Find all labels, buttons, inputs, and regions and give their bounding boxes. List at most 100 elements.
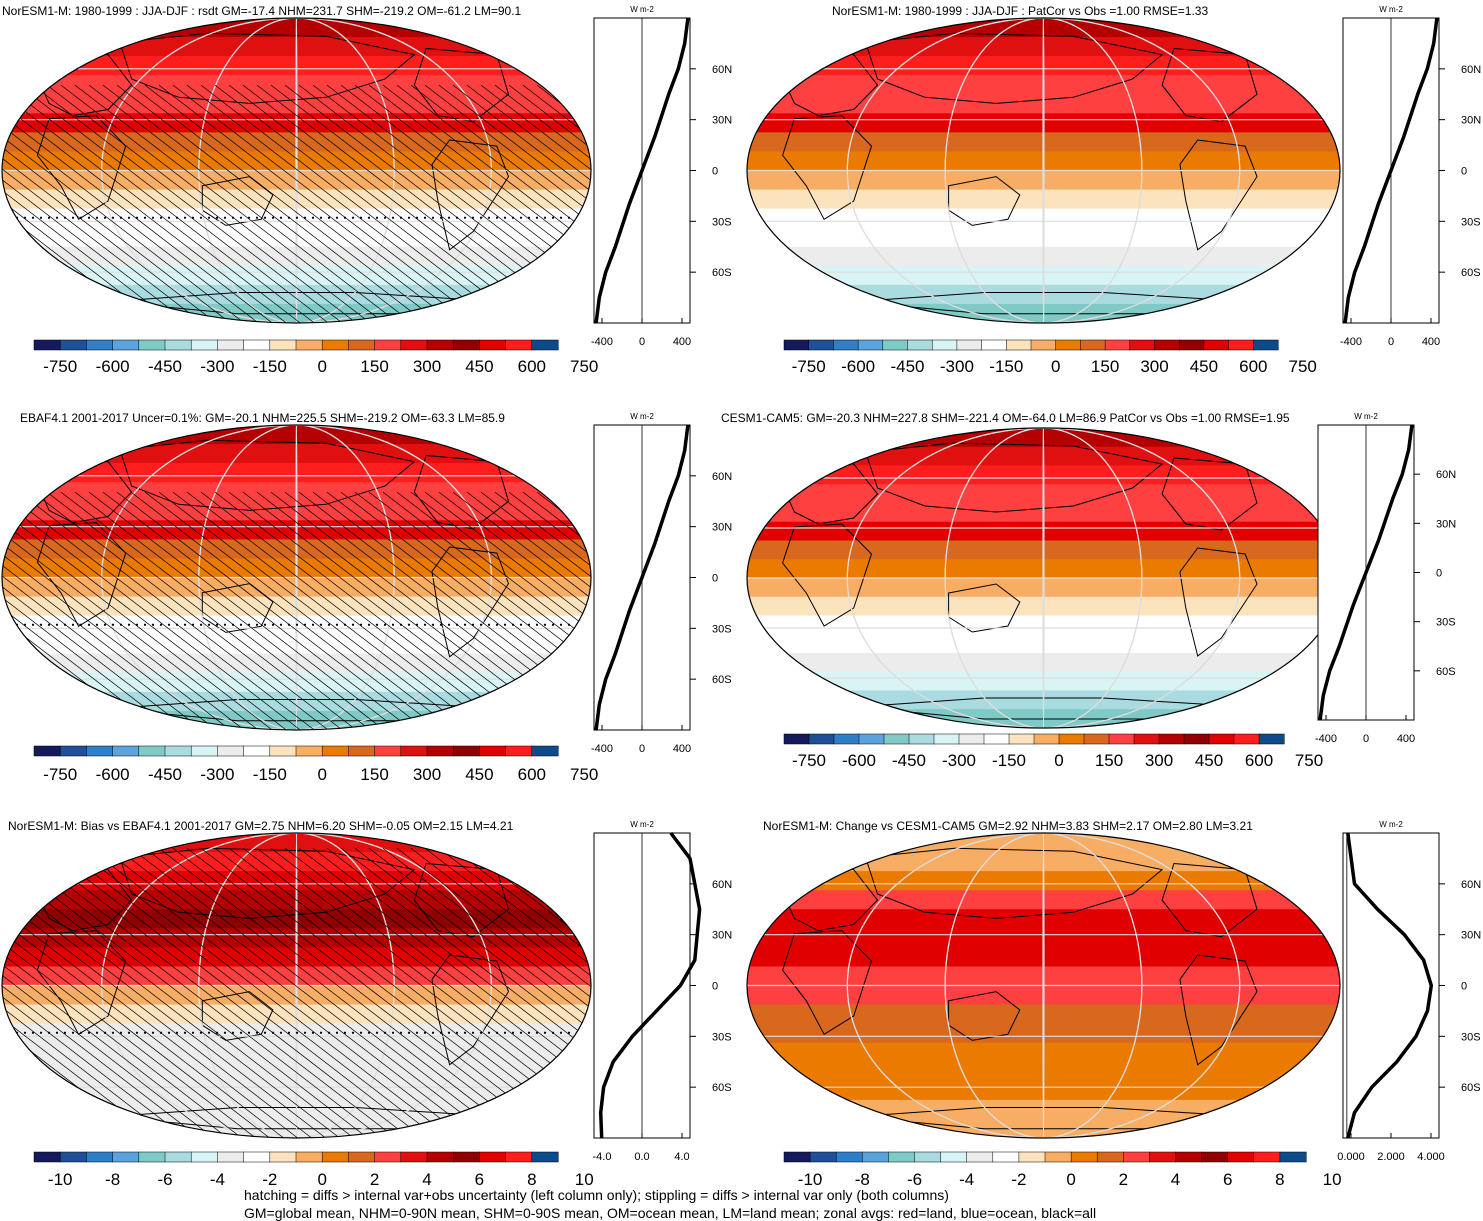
hatch-line	[74, 847, 452, 1138]
colorbar-tick-label: 150	[1091, 357, 1119, 376]
colorbar-swatch	[321, 745, 349, 757]
colorbar-swatch	[983, 733, 1010, 745]
colorbar-swatch	[33, 745, 61, 757]
colorbar-tick-label: -4	[959, 1170, 974, 1189]
meridian	[198, 833, 395, 1138]
colorbar-swatch	[940, 1151, 968, 1163]
colorbar-swatch	[1008, 733, 1035, 745]
colorbar-swatch	[217, 745, 245, 757]
hatch-line	[172, 847, 550, 1138]
stipple-dot	[503, 216, 507, 219]
stipple-dot	[319, 216, 323, 219]
colorbar-swatch	[1178, 339, 1205, 351]
colorbar-swatch	[243, 339, 271, 351]
stipple-dot	[263, 623, 267, 626]
coastline	[119, 847, 416, 919]
stipple-dot	[311, 623, 315, 626]
stipple-dot	[263, 216, 267, 219]
y-tick-label: 60N	[1461, 879, 1481, 891]
colorbar-swatch	[321, 1151, 349, 1163]
colorbar-swatch	[1083, 733, 1110, 745]
stipple-dot	[487, 216, 491, 219]
colorbar-swatch	[1158, 733, 1185, 745]
x-tick-label: 400	[1397, 733, 1415, 745]
stipple-dot	[479, 1031, 483, 1034]
hatch-line	[2, 847, 172, 1138]
stipple-dot	[399, 623, 403, 626]
stipple-dot	[255, 1031, 259, 1034]
hatch-line	[116, 491, 427, 730]
stipple-dot	[255, 216, 259, 219]
colorbar-swatch	[531, 745, 559, 757]
stipple-dot	[239, 623, 243, 626]
panel-norm-patcor: NorESM1-M: 1980-1999 : JJA-DJF : PatCor …	[746, 4, 1481, 376]
colorbar-swatch	[1203, 339, 1230, 351]
colorbar-swatch	[531, 1151, 559, 1163]
stipple-dot	[87, 216, 91, 219]
colorbar-tick-label: -450	[148, 765, 182, 784]
x-tick-label: -400	[591, 336, 613, 348]
hatch-line	[424, 847, 591, 1138]
map	[747, 833, 1340, 1138]
hatch-line	[466, 847, 591, 1138]
colorbar-tick-label: -750	[43, 765, 77, 784]
footer-line-1: hatching = diffs > internal var+obs unce…	[244, 1187, 949, 1203]
colorbar-swatch	[33, 1151, 61, 1163]
stipple-dot	[423, 623, 427, 626]
colorbar-swatch	[1033, 733, 1060, 745]
stipple-dot	[231, 1031, 235, 1034]
colorbar-swatch	[882, 339, 909, 351]
colorbar-swatch	[321, 339, 349, 351]
colorbar-swatch	[217, 339, 245, 351]
hatch-line	[214, 84, 525, 323]
colorbar-swatch	[1253, 339, 1279, 351]
stipple-dot	[343, 216, 347, 219]
colorbar-swatch	[479, 1151, 507, 1163]
hatch-line	[116, 847, 494, 1138]
colorbar-swatch	[348, 339, 376, 351]
hatch-line	[116, 84, 427, 323]
colorbar-tick-label: 10	[1323, 1170, 1342, 1189]
hatch-line	[102, 847, 480, 1138]
y-tick-label: 60N	[1461, 64, 1481, 76]
unit-label: W m-2	[630, 412, 654, 421]
stipple-dot	[431, 623, 435, 626]
x-tick-label: -400	[591, 743, 613, 755]
stipple-dot	[303, 623, 307, 626]
meridian	[846, 428, 1241, 728]
hatch-line	[46, 491, 357, 730]
colorbar-swatch	[958, 733, 985, 745]
hatch-line	[410, 84, 591, 323]
meridian	[1042, 833, 1045, 1138]
colorbar-tick-label: -450	[890, 357, 924, 376]
hatch-line	[480, 84, 591, 323]
stipple-dot	[31, 1031, 35, 1034]
stipple-dot	[319, 1031, 323, 1034]
colorbar-tick-label: 750	[570, 357, 598, 376]
stipple-dot	[407, 216, 411, 219]
hatch-line	[396, 847, 591, 1138]
stipple-dot	[127, 216, 131, 219]
hatch-line	[18, 847, 396, 1138]
hatch-line	[452, 491, 591, 730]
meridian	[1042, 428, 1045, 728]
hatch-line	[32, 847, 410, 1138]
stipple-dot	[567, 1031, 571, 1034]
colorbar-swatch	[857, 339, 884, 351]
stipple-dot	[151, 623, 155, 626]
map	[2, 18, 591, 323]
panel-title: NorESM1-M: Bias vs EBAF4.1 2001-2017 GM=…	[8, 819, 514, 833]
colorbar-swatch	[1175, 1151, 1203, 1163]
stipple-dot	[399, 216, 403, 219]
colorbar-tick-label: 0	[1066, 1170, 1075, 1189]
colorbar-tick-label: 150	[1095, 751, 1123, 770]
coastline	[36, 930, 127, 1036]
stipple-dot	[367, 1031, 371, 1034]
coastline	[36, 115, 127, 221]
hatch-line	[452, 847, 591, 1138]
hatch-line	[2, 84, 175, 323]
hatch-line	[2, 847, 186, 1138]
stipple-dot	[127, 1031, 131, 1034]
colorbar-tick-label: -300	[200, 357, 234, 376]
colorbar-swatch	[808, 339, 834, 351]
